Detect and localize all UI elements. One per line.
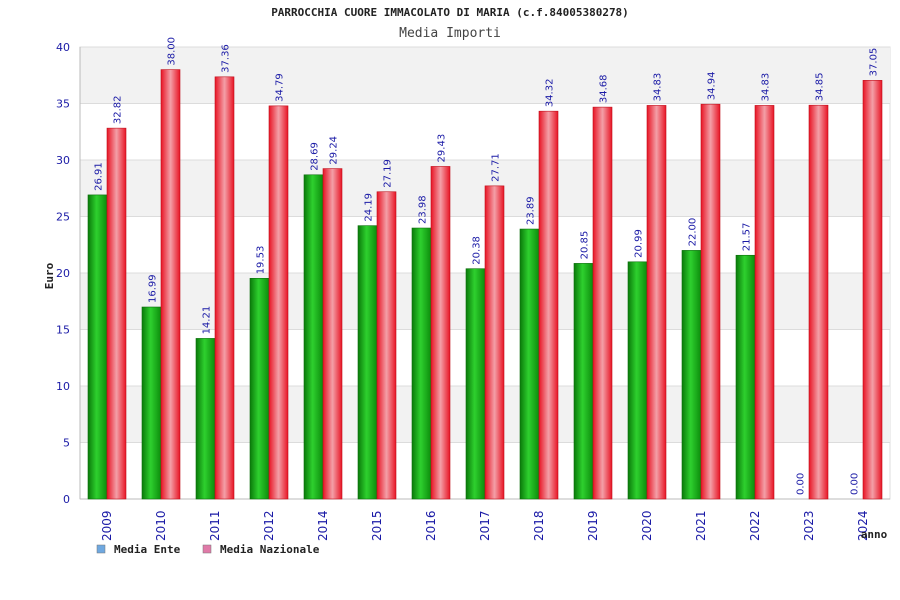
- data-label: 20.38: [472, 236, 483, 265]
- data-label: 20.99: [634, 229, 645, 258]
- bar-media-nazionale: [646, 105, 667, 500]
- y-tick-label: 20: [56, 267, 70, 280]
- data-label: 34.85: [815, 73, 826, 102]
- data-label: 34.83: [653, 73, 664, 102]
- bar-media-ente: [87, 194, 108, 500]
- x-axis-label: anno: [861, 528, 888, 541]
- x-tick-label: 2012: [262, 510, 276, 541]
- data-label: 28.69: [310, 142, 321, 171]
- y-tick-label: 5: [63, 437, 70, 450]
- data-label: 16.99: [148, 274, 159, 303]
- chart-subtitle: Media Importi: [399, 26, 501, 41]
- y-tick-label: 25: [56, 211, 70, 224]
- bar-media-nazionale: [808, 104, 829, 500]
- y-tick-label: 0: [63, 493, 70, 506]
- bar-media-nazionale: [322, 168, 343, 500]
- bar-media-nazionale: [268, 105, 289, 500]
- x-tick-label: 2009: [100, 510, 114, 541]
- legend-label: Media Nazionale: [220, 543, 320, 556]
- data-label: 34.83: [761, 73, 772, 102]
- bar-media-nazionale: [106, 127, 127, 500]
- data-label: 34.32: [545, 79, 556, 108]
- x-tick-label: 2019: [586, 510, 600, 541]
- x-tick-label: 2024: [856, 510, 870, 541]
- y-tick-label: 40: [56, 41, 70, 54]
- data-label: 14.21: [202, 306, 213, 335]
- data-label: 29.24: [329, 136, 340, 165]
- x-axis-ticks: 2009 2010 2011 2012 2014 2015 2016 2017 2018 2019…: [100, 510, 870, 541]
- data-label: 34.94: [707, 72, 718, 101]
- legend: Media Ente Media Nazionale: [96, 543, 320, 556]
- x-tick-label: 2014: [316, 510, 330, 541]
- data-label: 32.82: [113, 95, 124, 124]
- x-tick-label: 2020: [640, 510, 654, 541]
- y-tick-label: 35: [56, 98, 70, 111]
- data-label: 20.85: [580, 231, 591, 260]
- bar-media-ente: [141, 306, 162, 500]
- bar-media-nazionale: [376, 191, 397, 500]
- data-label: 27.71: [491, 153, 502, 182]
- bar-media-nazionale: [430, 166, 451, 500]
- x-tick-label: 2016: [424, 510, 438, 541]
- bar-media-nazionale: [592, 106, 613, 500]
- data-label: 34.79: [275, 73, 286, 102]
- x-tick-label: 2017: [478, 510, 492, 541]
- bar-media-ente: [627, 261, 648, 500]
- legend-swatch: [96, 544, 106, 554]
- bar-media-ente: [573, 263, 594, 500]
- y-tick-label: 30: [56, 154, 70, 167]
- x-tick-label: 2023: [802, 510, 816, 541]
- bar-media-ente: [249, 278, 270, 500]
- data-label: 19.53: [256, 246, 267, 275]
- bar-media-ente: [303, 174, 324, 500]
- data-label: 24.19: [364, 193, 375, 222]
- data-label: 21.57: [742, 223, 753, 252]
- bar-media-ente: [357, 225, 378, 500]
- y-tick-label: 15: [56, 324, 70, 337]
- bar-media-nazionale: [160, 69, 181, 500]
- data-label: 29.43: [437, 134, 448, 163]
- bar-media-ente: [735, 254, 756, 500]
- x-tick-label: 2015: [370, 510, 384, 541]
- data-label: 0.00: [850, 473, 861, 495]
- bar-media-nazionale: [484, 185, 505, 500]
- bar-media-nazionale: [214, 76, 235, 500]
- data-label: 34.68: [599, 74, 610, 103]
- x-tick-label: 2022: [748, 510, 762, 541]
- data-label: 0.00: [796, 473, 807, 495]
- bar-media-ente: [681, 250, 702, 500]
- bar-media-nazionale: [862, 80, 883, 500]
- y-axis-ticks: 0 5 10 15 20 25 30 35 40: [56, 41, 70, 506]
- x-tick-label: 2010: [154, 510, 168, 541]
- bar-media-ente: [195, 338, 216, 500]
- bars: [87, 69, 883, 500]
- data-label: 38.00: [167, 37, 178, 66]
- data-label: 37.05: [869, 48, 880, 77]
- data-label: 37.36: [221, 44, 232, 73]
- chart-title: PARROCCHIA CUORE IMMACOLATO DI MARIA (c.…: [271, 6, 629, 19]
- bar-media-nazionale: [700, 103, 721, 500]
- data-labels: 26.91 32.82 16.99 38.00 14.21 37.36 19.53 34.79…: [94, 37, 880, 495]
- data-label: 23.89: [526, 196, 537, 225]
- bar-media-nazionale: [754, 105, 775, 500]
- data-label: 23.98: [418, 195, 429, 224]
- x-tick-label: 2011: [208, 510, 222, 541]
- y-axis-label: Euro: [43, 262, 56, 289]
- bar-media-ente: [465, 268, 486, 500]
- legend-label: Media Ente: [114, 543, 181, 556]
- data-label: 27.19: [383, 159, 394, 188]
- data-label: 22.00: [688, 218, 699, 247]
- data-label: 26.91: [94, 162, 105, 191]
- legend-swatch: [202, 544, 212, 554]
- bar-media-nazionale: [538, 110, 559, 500]
- x-tick-label: 2021: [694, 510, 708, 541]
- x-tick-label: 2018: [532, 510, 546, 541]
- bar-media-ente: [411, 227, 432, 500]
- y-tick-label: 10: [56, 380, 70, 393]
- bar-media-ente: [519, 228, 540, 500]
